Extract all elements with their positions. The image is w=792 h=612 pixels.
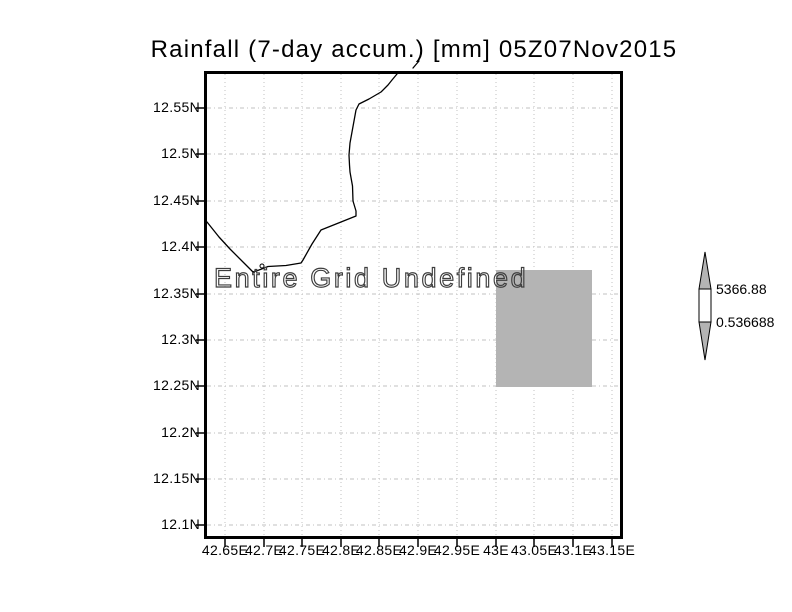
colorbar-min-label: 0.536688 bbox=[716, 314, 775, 330]
lat-tick-label: 12.1N bbox=[161, 516, 200, 532]
coastline-overhang bbox=[412, 60, 420, 69]
lat-tick-label: 12.4N bbox=[161, 238, 200, 254]
lat-tick-label: 12.25N bbox=[153, 377, 200, 393]
coastline bbox=[206, 60, 420, 273]
colorbar bbox=[698, 251, 712, 361]
lon-tick-label: 42.65E bbox=[201, 542, 249, 558]
lat-tick-label: 12.55N bbox=[153, 99, 200, 115]
colorbar-mid-cell bbox=[698, 288, 712, 323]
lon-tick-label: 42.75E bbox=[278, 542, 326, 558]
colorbar-max-label: 5366.88 bbox=[716, 281, 767, 297]
colorbar-top-arrow bbox=[698, 251, 712, 290]
lon-tick-label: 43.15E bbox=[588, 542, 636, 558]
lon-tick-label: 43.05E bbox=[510, 542, 558, 558]
lat-tick-label: 12.2N bbox=[161, 424, 200, 440]
lon-tick-label: 42.95E bbox=[433, 542, 481, 558]
map-border bbox=[204, 71, 623, 539]
lon-tick-label: 42.7E bbox=[244, 542, 284, 558]
lon-tick-label: 42.8E bbox=[321, 542, 361, 558]
lon-tick-label: 43E bbox=[483, 542, 509, 558]
lat-tick-label: 12.45N bbox=[153, 192, 200, 208]
coastline-main bbox=[206, 73, 398, 273]
plot-title: Rainfall (7-day accum.) [mm] 05Z07Nov201… bbox=[150, 36, 678, 63]
lon-tick-label: 43.1E bbox=[553, 542, 593, 558]
lat-tick-label: 12.15N bbox=[153, 470, 200, 486]
undefined-data-region bbox=[496, 270, 592, 387]
undefined-grid-message: Entire Grid Undefined bbox=[213, 262, 529, 293]
axis-ticks bbox=[196, 107, 613, 547]
lat-tick-label: 12.5N bbox=[161, 145, 200, 161]
colorbar-bottom-arrow bbox=[698, 321, 712, 361]
lat-tick-label: 12.3N bbox=[161, 331, 200, 347]
lon-tick-label: 42.85E bbox=[355, 542, 403, 558]
lat-tick-label: 12.35N bbox=[153, 285, 200, 301]
lon-tick-label: 42.9E bbox=[398, 542, 438, 558]
coastline-islet bbox=[259, 263, 265, 269]
